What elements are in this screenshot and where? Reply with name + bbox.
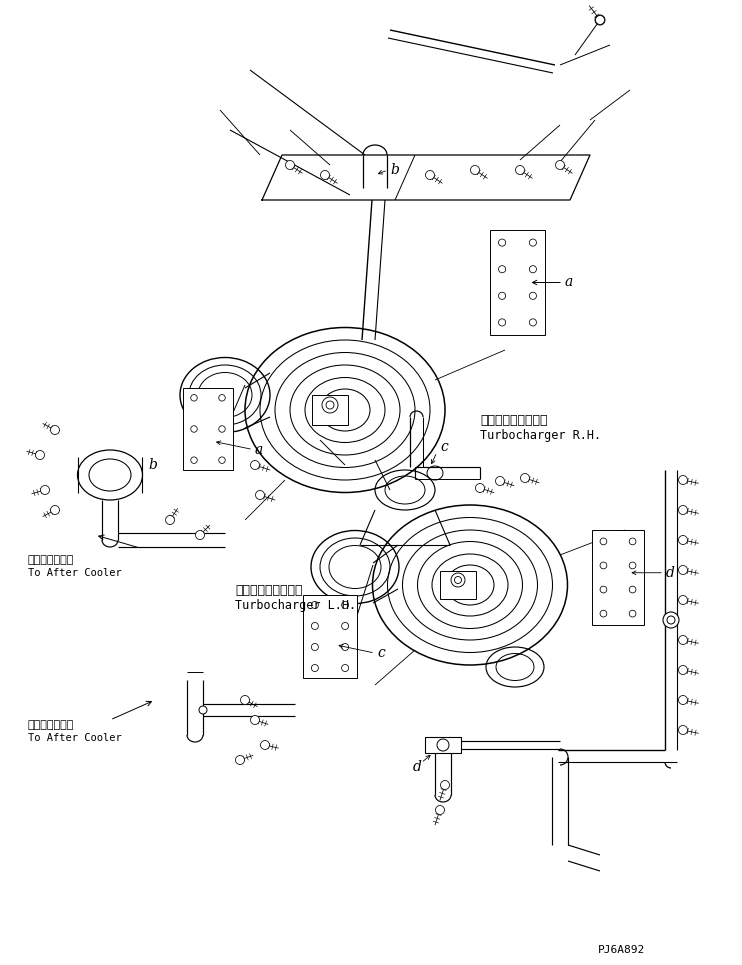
Circle shape <box>312 644 318 650</box>
Circle shape <box>499 292 506 299</box>
Bar <box>312 395 348 425</box>
Circle shape <box>600 538 607 545</box>
Text: d: d <box>666 565 675 580</box>
Circle shape <box>50 506 59 514</box>
Circle shape <box>255 490 264 500</box>
Text: アフタクーラヘ: アフタクーラヘ <box>28 720 74 730</box>
Circle shape <box>286 160 295 170</box>
Bar <box>425 737 461 753</box>
Circle shape <box>240 696 249 704</box>
Circle shape <box>529 239 536 246</box>
Text: d: d <box>413 760 422 774</box>
Circle shape <box>629 562 636 568</box>
Circle shape <box>41 485 50 494</box>
Circle shape <box>425 171 435 179</box>
Circle shape <box>529 318 536 326</box>
Circle shape <box>600 610 607 617</box>
Circle shape <box>629 610 636 617</box>
Circle shape <box>629 538 636 545</box>
Circle shape <box>235 756 245 764</box>
Circle shape <box>341 622 349 629</box>
Text: To After Cooler: To After Cooler <box>28 568 122 578</box>
Circle shape <box>600 562 607 568</box>
Circle shape <box>678 506 688 514</box>
Circle shape <box>165 515 174 525</box>
Text: ターボチャージャ右: ターボチャージャ右 <box>480 413 548 427</box>
Circle shape <box>36 451 45 459</box>
Text: c: c <box>377 647 385 660</box>
Text: アフタクーラヘ: アフタクーラヘ <box>28 555 74 565</box>
Circle shape <box>678 666 688 675</box>
Text: To After Cooler: To After Cooler <box>28 733 122 743</box>
Bar <box>183 388 233 470</box>
Text: c: c <box>440 440 447 454</box>
Circle shape <box>529 265 536 273</box>
Circle shape <box>260 740 269 750</box>
Circle shape <box>451 573 465 587</box>
Circle shape <box>678 476 688 484</box>
Circle shape <box>50 426 59 434</box>
Circle shape <box>251 715 260 725</box>
Circle shape <box>436 806 444 814</box>
Circle shape <box>520 474 530 482</box>
Circle shape <box>191 395 197 401</box>
Circle shape <box>455 576 462 584</box>
Circle shape <box>663 612 679 628</box>
Circle shape <box>476 483 485 492</box>
Circle shape <box>195 531 205 539</box>
Circle shape <box>312 601 318 609</box>
Circle shape <box>496 477 505 485</box>
Text: a: a <box>565 275 574 290</box>
Circle shape <box>629 586 636 593</box>
Circle shape <box>441 781 450 789</box>
Text: ターボチャージャ左: ターボチャージャ左 <box>235 584 303 596</box>
Circle shape <box>556 160 565 170</box>
Bar <box>440 571 476 599</box>
Circle shape <box>678 636 688 645</box>
Circle shape <box>322 397 338 413</box>
Circle shape <box>678 565 688 574</box>
Bar <box>303 595 357 678</box>
Circle shape <box>499 265 506 273</box>
Circle shape <box>516 166 525 175</box>
Text: Turbocharger L.H.: Turbocharger L.H. <box>235 598 356 612</box>
Circle shape <box>219 395 226 401</box>
Text: Turbocharger R.H.: Turbocharger R.H. <box>480 428 601 442</box>
Circle shape <box>191 456 197 463</box>
Circle shape <box>499 318 506 326</box>
Circle shape <box>219 426 226 432</box>
Text: PJ6A892: PJ6A892 <box>598 945 646 955</box>
Circle shape <box>678 726 688 734</box>
Circle shape <box>596 15 605 24</box>
Text: a: a <box>255 443 263 456</box>
Circle shape <box>600 586 607 593</box>
Text: b: b <box>390 163 399 177</box>
Circle shape <box>326 401 334 409</box>
Circle shape <box>341 665 349 672</box>
Circle shape <box>678 536 688 544</box>
Circle shape <box>341 644 349 650</box>
Circle shape <box>499 239 506 246</box>
Circle shape <box>251 460 260 470</box>
Circle shape <box>219 456 226 463</box>
Circle shape <box>199 706 207 714</box>
Circle shape <box>667 616 675 624</box>
Circle shape <box>312 622 318 629</box>
Circle shape <box>191 426 197 432</box>
Circle shape <box>678 595 688 604</box>
Circle shape <box>678 696 688 704</box>
Circle shape <box>595 15 605 25</box>
Circle shape <box>437 739 449 751</box>
Circle shape <box>312 665 318 672</box>
Circle shape <box>529 292 536 299</box>
Bar <box>592 530 644 625</box>
Circle shape <box>321 171 329 179</box>
Circle shape <box>470 166 479 175</box>
Bar <box>490 230 545 335</box>
Circle shape <box>341 601 349 609</box>
Text: b: b <box>148 458 157 472</box>
